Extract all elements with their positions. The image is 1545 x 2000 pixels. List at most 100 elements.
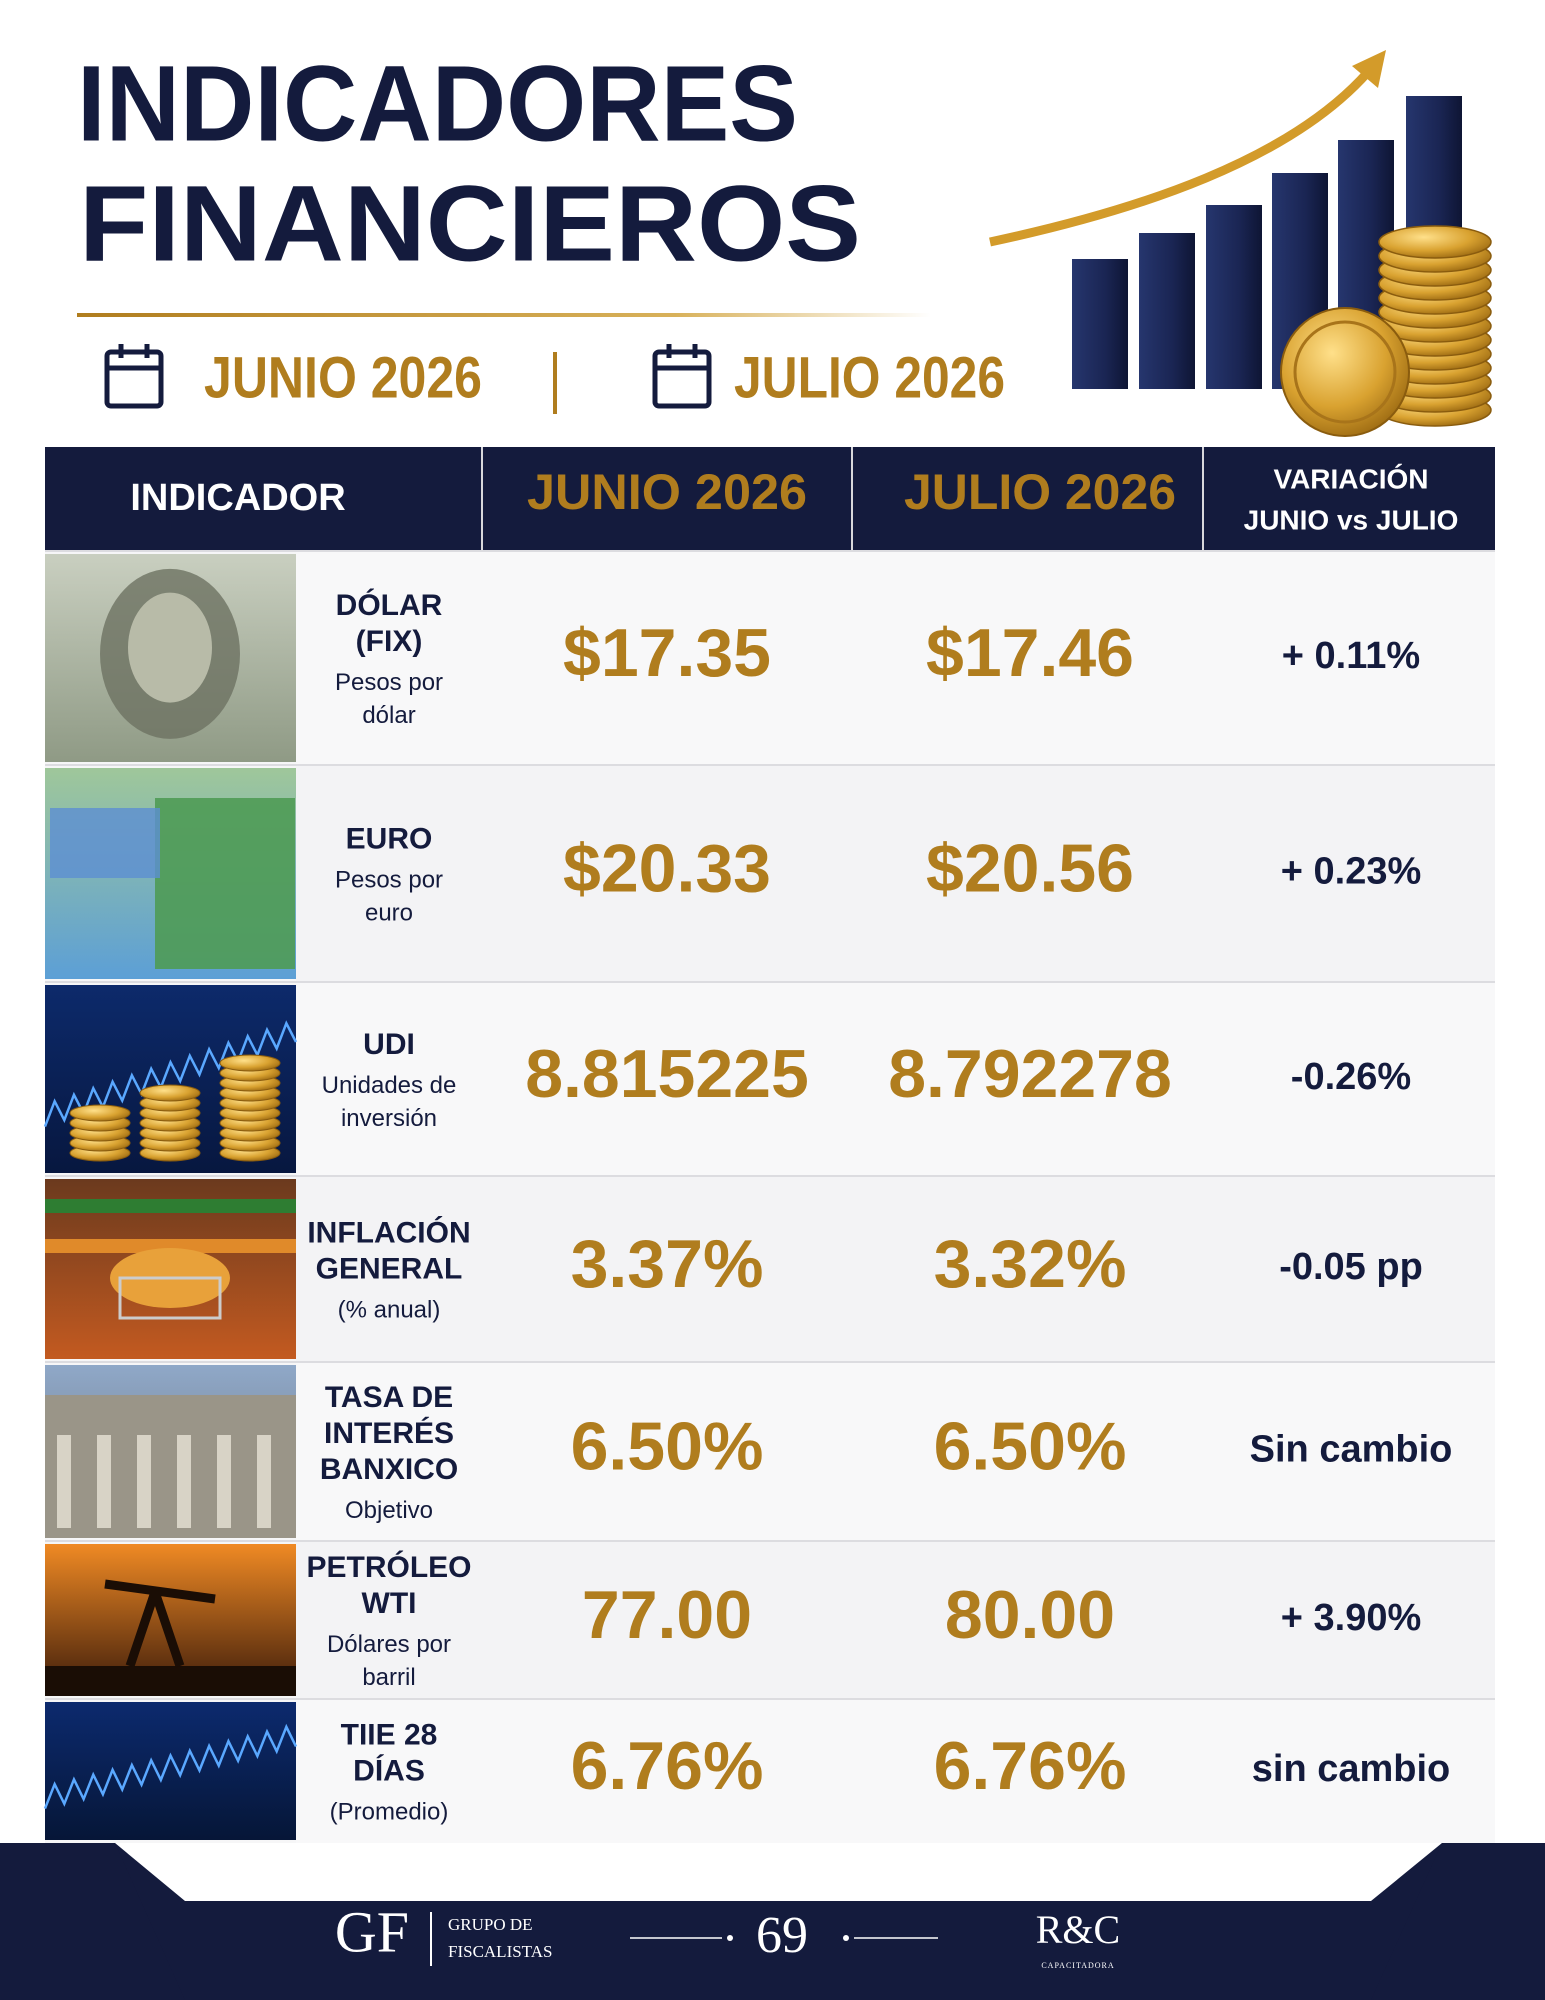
june-value: 8.815225 bbox=[525, 1036, 809, 1112]
indicator-name: (FIX) bbox=[356, 625, 423, 658]
coin bbox=[219, 1054, 281, 1072]
row-bg bbox=[296, 982, 1495, 1176]
indicator-unit: Objetivo bbox=[345, 1497, 433, 1524]
period-2: JULIO 2026 bbox=[734, 345, 1005, 410]
calendar-icon bbox=[104, 344, 164, 409]
row-picture bbox=[45, 1544, 296, 1696]
indicator-name: WTI bbox=[362, 1587, 417, 1620]
column-header: JUNIO 2026 bbox=[527, 464, 807, 520]
row-bg bbox=[296, 551, 1495, 765]
shelf bbox=[45, 1199, 296, 1213]
variation: -0.05 pp bbox=[1279, 1246, 1423, 1288]
note bbox=[50, 808, 160, 878]
july-value: $17.46 bbox=[926, 615, 1134, 691]
group-line: GRUPO DE bbox=[448, 1915, 533, 1934]
indicator-name: TASA DE bbox=[325, 1381, 453, 1414]
logo-right: R&C bbox=[1036, 1907, 1120, 1952]
pumpjack bbox=[104, 1579, 216, 1668]
column bbox=[137, 1435, 151, 1528]
variation: -0.26% bbox=[1291, 1056, 1411, 1098]
ground bbox=[45, 1666, 296, 1696]
cart bbox=[118, 1276, 222, 1320]
july-value: 6.76% bbox=[934, 1728, 1127, 1804]
footer-band bbox=[185, 1901, 1371, 2000]
variation: + 3.90% bbox=[1281, 1597, 1422, 1639]
indicator-name: EURO bbox=[346, 822, 433, 855]
indicator-unit: barril bbox=[362, 1664, 415, 1691]
coin bbox=[1378, 225, 1492, 259]
trend-line bbox=[43, 1020, 298, 1128]
indicator-unit: (% anual) bbox=[338, 1296, 441, 1323]
row-picture bbox=[45, 1365, 296, 1538]
indicator-name: INTERÉS bbox=[324, 1416, 454, 1450]
column bbox=[217, 1435, 231, 1528]
indicator-name: TIIE 28 bbox=[341, 1718, 438, 1751]
indicator-unit: euro bbox=[365, 899, 413, 926]
indicator-name: BANXICO bbox=[320, 1453, 458, 1486]
column bbox=[177, 1435, 191, 1528]
column bbox=[257, 1435, 271, 1528]
indicator-name: GENERAL bbox=[316, 1252, 463, 1285]
footer-corner bbox=[1371, 1843, 1545, 2000]
period-1: JUNIO 2026 bbox=[204, 345, 482, 410]
row-picture bbox=[45, 554, 296, 762]
indicator-unit: Dólares por bbox=[327, 1631, 451, 1658]
footer-corner bbox=[0, 1843, 185, 2000]
indicator-unit: dólar bbox=[362, 702, 415, 729]
page-dot bbox=[727, 1935, 733, 1941]
july-value: 8.792278 bbox=[888, 1036, 1172, 1112]
shelf bbox=[45, 1239, 296, 1253]
indicator-name: UDI bbox=[363, 1028, 415, 1061]
period-separator bbox=[553, 352, 557, 414]
row-bg bbox=[296, 1699, 1495, 1843]
coin bbox=[1280, 307, 1410, 437]
row-picture bbox=[45, 1179, 296, 1359]
june-value: $17.35 bbox=[563, 615, 771, 691]
indicator-name: DÓLAR bbox=[336, 588, 443, 622]
title-line1: INDICADORES bbox=[77, 43, 798, 164]
indicator-unit: inversión bbox=[341, 1105, 437, 1132]
row-picture bbox=[43, 985, 298, 1173]
row-bg bbox=[296, 1362, 1495, 1541]
coin bbox=[69, 1104, 131, 1122]
logo-left: GF bbox=[335, 1899, 409, 1964]
june-value: 6.50% bbox=[571, 1408, 764, 1484]
indicator-unit: Unidades de bbox=[322, 1072, 457, 1099]
group-line: FISCALISTAS bbox=[448, 1942, 552, 1961]
july-value: 6.50% bbox=[934, 1408, 1127, 1484]
row-bg bbox=[296, 765, 1495, 982]
logo-divider bbox=[430, 1912, 432, 1966]
column-header: VARIACIÓN bbox=[1273, 463, 1428, 494]
june-value: 77.00 bbox=[582, 1577, 752, 1653]
column bbox=[57, 1435, 71, 1528]
table-header bbox=[45, 447, 1495, 551]
indicator-unit: (Promedio) bbox=[330, 1798, 449, 1825]
building bbox=[45, 1395, 296, 1538]
indicator-unit: Pesos por bbox=[335, 866, 443, 893]
column-header: JULIO 2026 bbox=[904, 464, 1176, 520]
june-value: $20.33 bbox=[563, 830, 771, 906]
indicator-unit: Pesos por bbox=[335, 669, 443, 696]
logo-right-caption: CAPACITADORA bbox=[1041, 1961, 1114, 1970]
variation: + 0.23% bbox=[1281, 851, 1422, 893]
column-header: INDICADOR bbox=[130, 477, 345, 519]
june-value: 3.37% bbox=[571, 1226, 764, 1302]
july-value: $20.56 bbox=[926, 830, 1134, 906]
portrait-face bbox=[128, 592, 212, 703]
june-value: 6.76% bbox=[571, 1728, 764, 1804]
row-picture bbox=[45, 768, 296, 979]
column bbox=[97, 1435, 111, 1528]
coin bbox=[139, 1084, 201, 1102]
july-value: 80.00 bbox=[945, 1577, 1115, 1653]
variation: sin cambio bbox=[1252, 1748, 1451, 1790]
indicator-name: DÍAS bbox=[353, 1753, 425, 1787]
variation: + 0.11% bbox=[1282, 635, 1420, 677]
indicator-name: INFLACIÓN bbox=[307, 1215, 470, 1249]
column-header: JUNIO vs JULIO bbox=[1244, 504, 1459, 535]
calendar-icon bbox=[652, 344, 712, 409]
row-bg bbox=[296, 1176, 1495, 1362]
trend-line bbox=[43, 1723, 298, 1810]
title-rule bbox=[77, 313, 931, 317]
row-picture bbox=[43, 1702, 298, 1840]
